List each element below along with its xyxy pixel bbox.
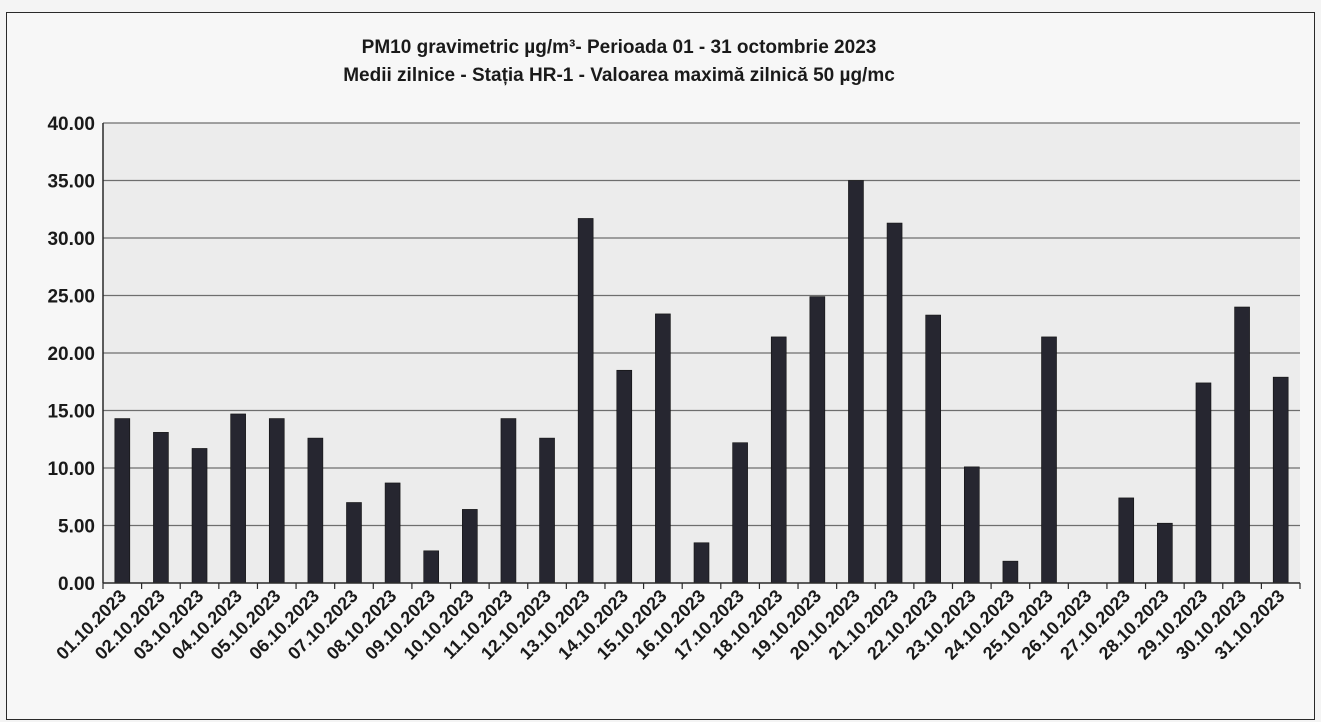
y-tick-label: 10.00: [47, 459, 95, 480]
bar: [1234, 306, 1250, 584]
bar: [1041, 336, 1057, 584]
chart-title-line1: PM10 gravimetric µg/m³- Perioada 01 - 31…: [362, 37, 877, 58]
gridlines: [103, 122, 1300, 527]
bar: [925, 314, 941, 584]
bar: [1272, 376, 1289, 584]
bar: [500, 418, 517, 584]
bar: [1118, 497, 1135, 584]
bar: [809, 296, 826, 584]
bar: [616, 369, 633, 584]
bar: [191, 448, 208, 584]
axes: [102, 123, 1301, 589]
bar: [307, 437, 324, 584]
bar: [423, 550, 440, 584]
y-tick-label: 20.00: [47, 344, 95, 365]
y-tick-label: 5.00: [58, 517, 95, 538]
chart-svg: 0.00 5.00 10.00 15.00 20.00 25.00 30.00 35.00 40…: [47, 37, 1301, 664]
bar: [462, 509, 478, 584]
y-tick-label: 25.00: [47, 287, 95, 308]
bar: [655, 313, 671, 584]
bars: [114, 180, 1289, 584]
bar: [1195, 382, 1212, 584]
bar: [770, 336, 787, 584]
bar: [268, 418, 285, 584]
bar: [1002, 560, 1019, 584]
bar: [384, 482, 401, 584]
bar: [114, 418, 131, 584]
x-tick-labels: 01.10.202302.10.202303.10.202304.10.2023…: [52, 586, 1288, 664]
bar: [577, 218, 594, 584]
bar: [539, 437, 555, 584]
chart-title-line2: Medii zilnice - Stația HR-1 - Valoarea m…: [343, 65, 895, 86]
y-tick-label: 15.00: [47, 402, 95, 423]
bar: [886, 222, 903, 584]
bar: [1157, 522, 1173, 584]
bar: [732, 442, 748, 584]
bar: [963, 466, 980, 584]
y-tick-label: 40.00: [47, 114, 95, 135]
bar: [346, 502, 362, 584]
chart-frame: 0.00 5.00 10.00 15.00 20.00 25.00 30.00 35.00 40…: [6, 12, 1315, 720]
bar: [153, 432, 169, 584]
bar: [848, 180, 864, 584]
bar: [693, 542, 710, 584]
y-tick-labels: 0.00 5.00 10.00 15.00 20.00 25.00 30.00 35.00 40…: [47, 114, 95, 595]
y-tick-label: 0.00: [58, 574, 95, 595]
y-tick-label: 30.00: [47, 229, 95, 250]
bar: [230, 413, 246, 584]
y-tick-label: 35.00: [47, 172, 95, 193]
